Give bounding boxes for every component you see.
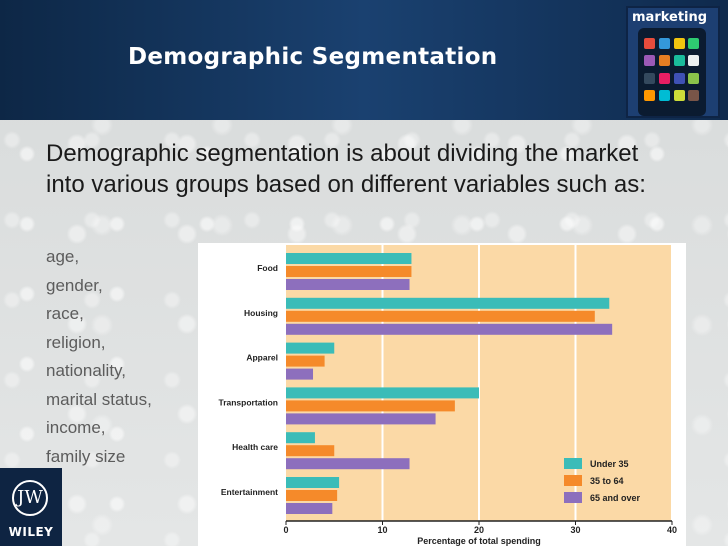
bar <box>286 368 314 380</box>
phone-icon <box>638 28 706 116</box>
list-item: marital status, <box>46 389 152 409</box>
list-item: family size <box>46 446 126 466</box>
legend-label: 35 to 64 <box>590 476 624 486</box>
app-grid <box>644 38 700 104</box>
bar <box>286 323 613 335</box>
bar <box>286 355 325 367</box>
category-label: Food <box>257 263 278 273</box>
bar <box>286 310 595 322</box>
bar <box>286 490 338 501</box>
bar <box>286 477 340 488</box>
x-tick-label: 0 <box>283 525 288 535</box>
x-tick-label: 10 <box>377 525 387 535</box>
wiley-logo: JW WILEY <box>0 468 62 546</box>
bar <box>286 387 479 399</box>
list-item: religion, <box>46 332 106 352</box>
slide-header: Demographic Segmentation marketing <box>0 0 728 120</box>
wiley-logo-mark: JW <box>12 480 48 516</box>
book-cover-image: marketing <box>626 6 720 118</box>
bar <box>286 297 610 309</box>
category-label: Housing <box>244 308 278 318</box>
category-label: Entertainment <box>221 487 278 497</box>
spending-chart: 0 10 20 30 40 Percentage of total spending Foo… <box>198 243 686 546</box>
x-axis-label: Percentage of total spending <box>417 536 541 546</box>
legend-swatch <box>564 458 582 469</box>
bar <box>286 400 455 412</box>
bar <box>286 458 410 470</box>
slide-title: Demographic Segmentation <box>128 44 498 70</box>
legend-label: Under 35 <box>590 459 629 469</box>
list-item: nationality, <box>46 361 127 380</box>
category-label: Health care <box>232 442 278 452</box>
bar <box>286 342 335 354</box>
legend-swatch <box>564 492 582 503</box>
x-tick-label: 40 <box>667 525 677 535</box>
list-item: income, <box>46 418 106 437</box>
legend-label: 65 and over <box>590 493 641 503</box>
body-text: Demographic segmentation is about dividi… <box>46 140 646 198</box>
bar <box>286 432 315 444</box>
bar <box>286 253 412 264</box>
bar <box>286 503 333 514</box>
category-label: Transportation <box>218 397 278 407</box>
x-tick-label: 20 <box>474 525 484 535</box>
category-label: Apparel <box>246 353 278 363</box>
bar <box>286 266 412 277</box>
variable-list: age, gender, race, religion, nationality… <box>46 243 152 471</box>
x-tick-label: 30 <box>570 525 580 535</box>
list-item: gender, <box>46 275 103 295</box>
list-item: age, <box>46 247 80 266</box>
wiley-logo-text: WILEY <box>8 525 54 539</box>
bar <box>286 279 410 290</box>
legend-swatch <box>564 475 582 486</box>
list-item: race, <box>46 304 84 323</box>
bar <box>286 445 335 457</box>
book-cover-label: marketing <box>632 10 708 25</box>
bar <box>286 413 436 425</box>
